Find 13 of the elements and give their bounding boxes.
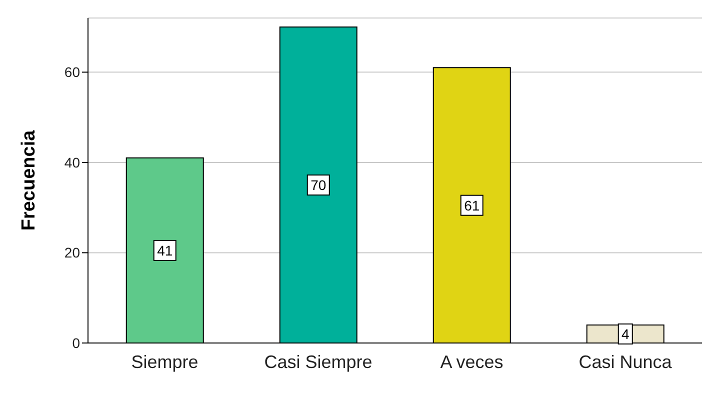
- y-tick-label: 0: [72, 334, 80, 351]
- x-tick-label: Siempre: [131, 352, 198, 372]
- x-tick-label: A veces: [440, 352, 504, 372]
- x-tick-label: Casi Siempre: [264, 352, 372, 372]
- y-tick-label: 20: [64, 244, 80, 261]
- data-label: 4: [621, 326, 630, 342]
- data-label: 70: [310, 177, 326, 194]
- data-label: 41: [157, 242, 173, 258]
- x-tick-label: Casi Nunca: [578, 352, 673, 372]
- data-label: 61: [464, 197, 480, 214]
- y-tick-label: 60: [64, 64, 80, 80]
- y-axis-title: Frecuencia: [18, 130, 40, 231]
- y-tick-label: 40: [64, 154, 80, 170]
